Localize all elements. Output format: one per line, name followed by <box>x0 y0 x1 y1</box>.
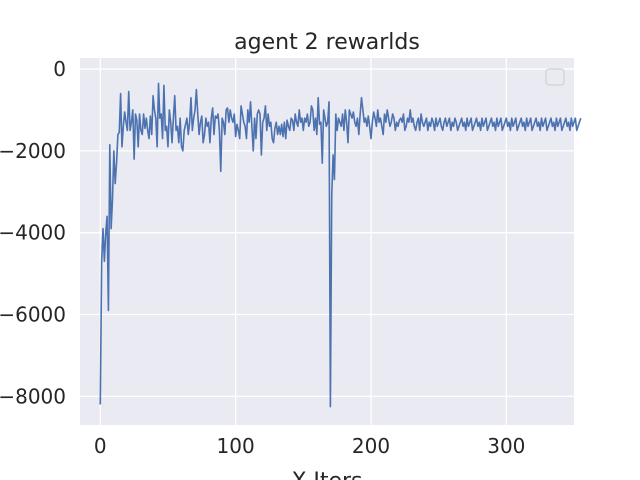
y-tick-label: −2000 <box>0 139 66 163</box>
x-tick-label: 100 <box>217 434 255 458</box>
y-tick-label: 0 <box>53 57 66 81</box>
plot-background <box>80 58 574 425</box>
y-tick-label: −4000 <box>0 221 66 245</box>
x-tick-label: 0 <box>94 434 107 458</box>
x-tick-label: 300 <box>487 434 525 458</box>
series-group <box>99 82 582 408</box>
x-tick-label: 200 <box>352 434 390 458</box>
legend-box <box>545 68 565 86</box>
y-tick-label: −8000 <box>0 384 66 408</box>
chart-title: agent 2 rewarlds <box>234 30 420 55</box>
x-axis-label: X-Iters <box>291 469 362 480</box>
grid-lines <box>80 58 574 425</box>
y-tick-label: −6000 <box>0 303 66 327</box>
series-line-0 <box>99 82 582 408</box>
tick-labels: 0 100 200 300 0 −2000 −4000 −6000 −8000 <box>0 57 525 458</box>
